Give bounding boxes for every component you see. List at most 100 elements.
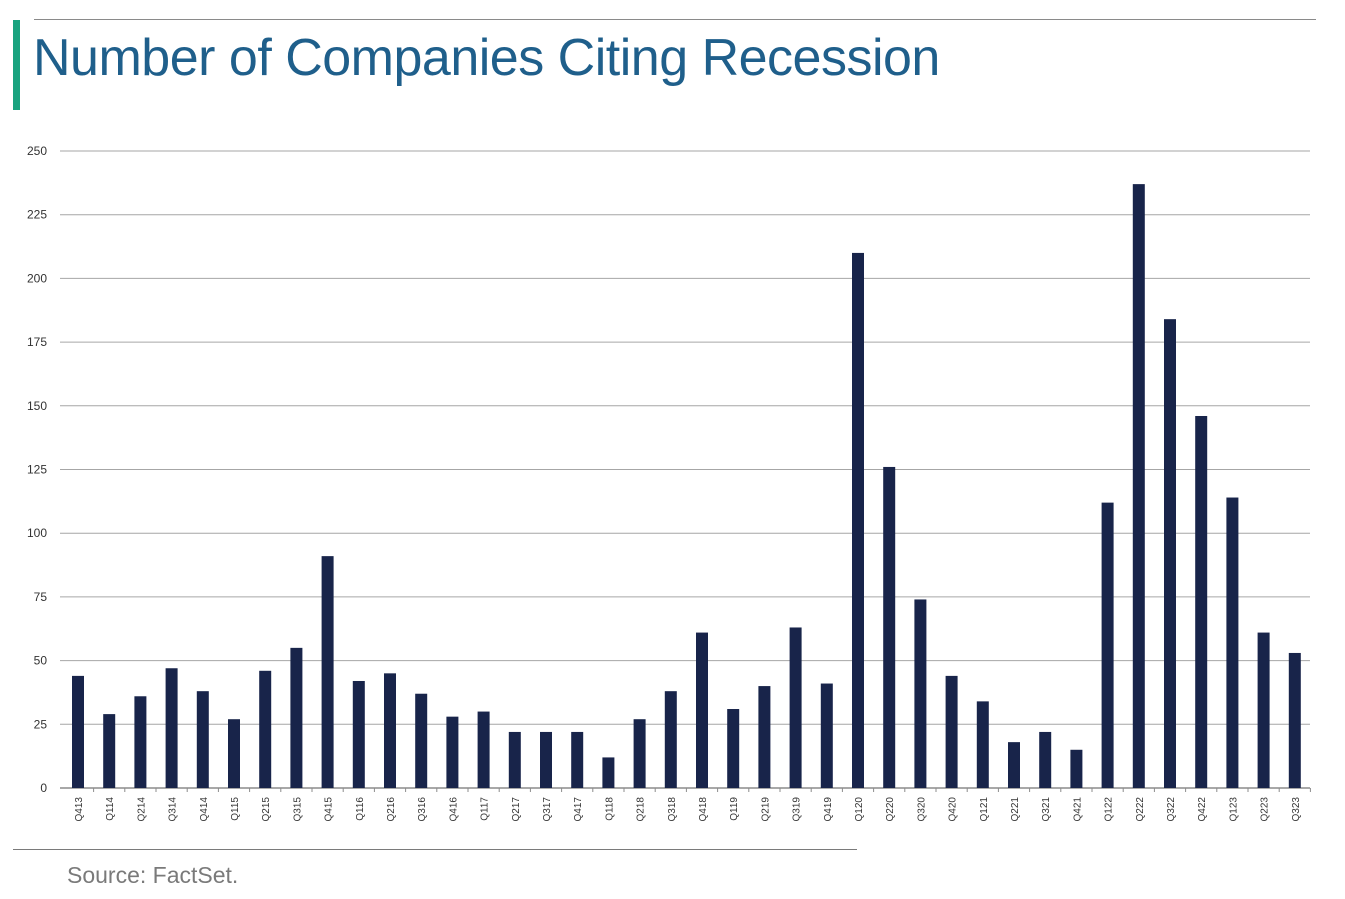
bar-Q119 xyxy=(727,709,740,788)
bar-Q316 xyxy=(415,693,428,788)
bar-Q120 xyxy=(852,252,864,789)
bar-Q216 xyxy=(384,673,396,788)
y-tick-label: 150 xyxy=(27,399,47,413)
bar-Q413 xyxy=(72,675,84,788)
bar-Q317 xyxy=(540,731,552,788)
bar-Q421 xyxy=(1070,749,1083,788)
bar-Q220 xyxy=(883,466,896,788)
bar-Q214 xyxy=(134,696,147,788)
bar-Q114 xyxy=(103,714,116,788)
y-tick-label: 225 xyxy=(27,208,47,222)
bar-Q123 xyxy=(1226,497,1239,788)
chart-title: Number of Companies Citing Recession xyxy=(33,29,940,87)
bar-Q222 xyxy=(1132,184,1145,788)
x-tick-label-Q416: Q416 xyxy=(448,797,459,822)
bar-Q221 xyxy=(1008,742,1020,788)
bar-Q315 xyxy=(290,647,303,788)
bar-Q321 xyxy=(1039,731,1052,788)
x-tick-label-Q122: Q122 xyxy=(1104,797,1115,822)
x-tick-label-Q317: Q317 xyxy=(542,797,553,822)
bar-Q219 xyxy=(758,686,771,788)
bars xyxy=(72,184,1301,789)
x-tick-label-Q214: Q214 xyxy=(136,797,147,822)
top-rule xyxy=(34,19,1316,20)
x-tick-label-Q417: Q417 xyxy=(573,797,584,822)
x-tick-label-Q116: Q116 xyxy=(355,797,366,821)
y-tick-label: 200 xyxy=(27,271,47,285)
x-tick-label-Q319: Q319 xyxy=(792,797,803,822)
bar-Q417 xyxy=(571,731,584,788)
x-tick-label-Q318: Q318 xyxy=(667,797,678,822)
y-tick-label: 50 xyxy=(34,654,48,668)
x-tick-label-Q413: Q413 xyxy=(74,797,85,822)
x-tick-label-Q220: Q220 xyxy=(885,797,896,822)
bar-Q322 xyxy=(1164,319,1176,788)
x-tick-label-Q117: Q117 xyxy=(480,797,491,821)
bar-Q115 xyxy=(228,719,240,788)
title-accent-bar xyxy=(13,20,20,110)
y-tick-label: 250 xyxy=(27,144,47,158)
bar-Q419 xyxy=(820,683,833,788)
bar-chart: 0 25 50 75 100 125 150 175 200 225 250 Q413 Q114 Q21… xyxy=(27,144,1311,822)
bar-Q319 xyxy=(789,627,802,788)
bar-Q118 xyxy=(602,757,615,788)
bar-Q422 xyxy=(1195,415,1208,788)
bar-Q323 xyxy=(1288,652,1301,788)
x-tick-label-Q119: Q119 xyxy=(729,797,740,821)
x-tick-label-Q320: Q320 xyxy=(916,797,927,822)
y-tick-label: 100 xyxy=(27,526,47,540)
x-tick-label-Q315: Q315 xyxy=(292,797,303,822)
x-tick-label-Q322: Q322 xyxy=(1166,797,1177,822)
x-tick-label-Q118: Q118 xyxy=(604,797,615,821)
x-tick-label-Q223: Q223 xyxy=(1260,797,1271,822)
bar-Q318 xyxy=(664,691,677,788)
bar-Q223 xyxy=(1257,632,1270,788)
x-tick-label-Q421: Q421 xyxy=(1072,797,1083,822)
x-axis-tick-labels: Q413 Q114 Q214 Q314 Q414 Q115 Q215 Q315 Q415 Q116… xyxy=(74,797,1302,822)
bar-Q116 xyxy=(352,680,365,788)
chart-area: 0 25 50 75 100 125 150 175 200 225 250 Q413 Q114 Q21… xyxy=(0,130,1345,840)
x-tick-label-Q314: Q314 xyxy=(168,797,179,822)
source-note: Source: FactSet. xyxy=(67,862,239,888)
x-tick-label-Q222: Q222 xyxy=(1135,797,1146,822)
bar-Q418 xyxy=(696,632,708,788)
y-tick-label: 0 xyxy=(40,781,47,795)
x-tick-label-Q221: Q221 xyxy=(1010,797,1021,822)
gridlines xyxy=(60,150,1311,792)
x-tick-label-Q422: Q422 xyxy=(1197,797,1208,822)
x-tick-label-Q219: Q219 xyxy=(760,797,771,822)
y-tick-label: 75 xyxy=(34,590,48,604)
x-tick-label-Q218: Q218 xyxy=(636,797,647,822)
y-tick-label: 25 xyxy=(34,717,48,731)
y-tick-label: 125 xyxy=(27,463,47,477)
bar-Q117 xyxy=(477,711,490,788)
x-tick-label-Q215: Q215 xyxy=(261,797,272,822)
x-tick-label-Q121: Q121 xyxy=(979,797,990,822)
bar-Q314 xyxy=(165,668,178,788)
x-tick-label-Q216: Q216 xyxy=(386,797,397,822)
bar-Q420 xyxy=(945,675,958,788)
x-tick-label-Q316: Q316 xyxy=(417,797,428,822)
x-tick-label-Q123: Q123 xyxy=(1228,797,1239,822)
bar-Q416 xyxy=(446,716,459,788)
x-tick-label-Q420: Q420 xyxy=(948,797,959,822)
footer-rule xyxy=(13,849,857,850)
y-tick-label: 175 xyxy=(27,335,47,349)
x-tick-label-Q120: Q120 xyxy=(854,797,865,822)
x-tick-label-Q323: Q323 xyxy=(1291,797,1302,822)
x-tick-label-Q114: Q114 xyxy=(105,797,116,821)
y-axis-tick-labels: 0 25 50 75 100 125 150 175 200 225 250 xyxy=(27,144,47,795)
x-tick-label-Q415: Q415 xyxy=(324,797,335,822)
x-tick-label-Q115: Q115 xyxy=(230,797,241,821)
bar-Q122 xyxy=(1101,502,1114,788)
bar-Q414 xyxy=(196,691,209,788)
bar-Q415 xyxy=(321,556,334,788)
bar-Q320 xyxy=(914,599,927,788)
bar-Q217 xyxy=(508,731,521,788)
x-tick-label-Q414: Q414 xyxy=(199,797,210,822)
bar-Q215 xyxy=(259,670,272,788)
bar-Q121 xyxy=(976,701,989,788)
x-tick-label-Q418: Q418 xyxy=(698,797,709,822)
x-tick-label-Q321: Q321 xyxy=(1041,797,1052,822)
x-tick-label-Q419: Q419 xyxy=(823,797,834,822)
